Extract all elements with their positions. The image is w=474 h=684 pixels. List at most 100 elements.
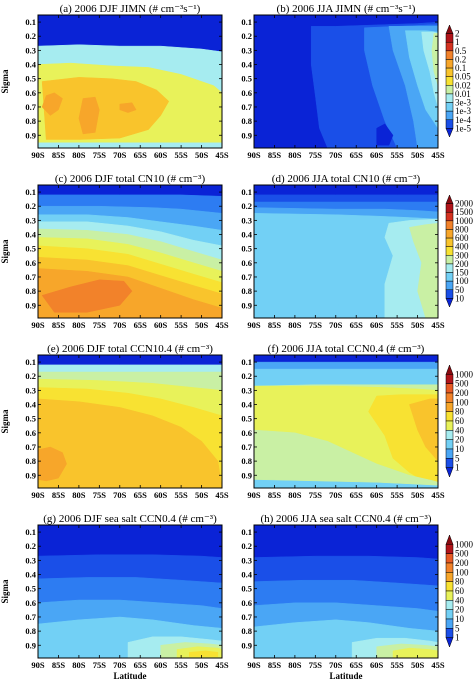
y-tick-label: 0.6 bbox=[25, 88, 36, 98]
y-tick-label: 0.2 bbox=[25, 541, 36, 551]
panel-title: (b) 2006 JJA JIMN (# cm⁻³s⁻¹) bbox=[277, 3, 416, 15]
colorbar-swatch bbox=[445, 439, 454, 450]
x-tick-label: 55S bbox=[174, 320, 188, 330]
y-axis-label: Sigma bbox=[0, 579, 10, 604]
colorbar-label: 1 bbox=[455, 463, 460, 473]
y-tick-label: 0.9 bbox=[25, 640, 36, 650]
colorbar-label: 10 bbox=[455, 444, 465, 454]
colorbar-swatch bbox=[445, 211, 454, 222]
x-tick-label: 80S bbox=[288, 660, 302, 670]
x-tick-label: 55S bbox=[390, 660, 404, 670]
x-tick-label: 60S bbox=[154, 660, 168, 670]
x-tick-label: 45S bbox=[215, 660, 229, 670]
y-tick-label: 0.6 bbox=[25, 258, 36, 268]
contour-fills bbox=[254, 194, 438, 318]
y-tick-label: 0.1 bbox=[241, 357, 252, 367]
x-tick-label: 55S bbox=[390, 320, 404, 330]
plot-frame bbox=[37, 14, 223, 149]
colorbar-label: 5 bbox=[455, 623, 460, 633]
colorbar-label: 40 bbox=[455, 595, 465, 605]
x-tick-label: 90S bbox=[31, 320, 45, 330]
colorbar-bottom-arrow bbox=[445, 128, 454, 138]
x-tick-label: 70S bbox=[113, 320, 127, 330]
x-tick-label: 70S bbox=[329, 660, 343, 670]
colorbar-label: 400 bbox=[455, 242, 469, 252]
colorbar-swatch bbox=[445, 609, 454, 620]
colorbar-label: 1e-4 bbox=[455, 115, 471, 125]
y-tick-label: 0.2 bbox=[25, 31, 36, 41]
y-tick-label: 0.1 bbox=[25, 527, 36, 537]
panel-title: (d) 2006 JJA total CN10 (# cm⁻³) bbox=[272, 173, 421, 185]
contour-band-5 bbox=[38, 446, 67, 482]
colorbar-swatch bbox=[445, 33, 454, 43]
colorbar-top-arrow bbox=[445, 24, 454, 34]
plot-frame bbox=[253, 524, 439, 659]
x-tick-label: 70S bbox=[113, 150, 127, 160]
plot-frame bbox=[37, 354, 223, 489]
colorbar-label: 20 bbox=[455, 435, 465, 445]
x-tick-label: 45S bbox=[215, 320, 229, 330]
y-tick-label: 0.8 bbox=[241, 286, 252, 296]
x-tick-label: 50S bbox=[411, 150, 425, 160]
x-tick-label: 85S bbox=[52, 660, 66, 670]
x-tick-label: 90S bbox=[247, 660, 261, 670]
x-tick-label: 90S bbox=[247, 320, 261, 330]
plot-frame bbox=[37, 524, 223, 659]
y-tick-label: 0.6 bbox=[25, 428, 36, 438]
colorbar-label: 2 bbox=[455, 29, 460, 39]
colorbar-label: 800 bbox=[455, 224, 469, 234]
y-tick-label: 0.1 bbox=[241, 187, 252, 197]
panel-c: 0.1 0.2 0.3 0.4 0.5 0.6 0.7 0.8 0.9 90S 85S 80S 75S 7… bbox=[0, 173, 229, 330]
x-tick-label: 50S bbox=[195, 150, 209, 160]
y-tick-label: 0.4 bbox=[241, 400, 252, 410]
colorbar-swatch bbox=[445, 572, 454, 582]
colorbar-label: 10 bbox=[455, 614, 465, 624]
x-tick-label: 65S bbox=[350, 320, 364, 330]
panel-b: 0.1 0.2 0.3 0.4 0.5 0.6 0.7 0.8 0.9 90S 85S 80S 75S 7… bbox=[241, 3, 445, 160]
panel-f: 0.1 0.2 0.3 0.4 0.5 0.6 0.7 0.8 0.9 90S 85S 80S 75S 7… bbox=[241, 343, 445, 500]
colorbar-label: 100 bbox=[455, 397, 469, 407]
colorbar-swatch bbox=[445, 430, 454, 440]
x-tick-label: 65S bbox=[134, 660, 148, 670]
colorbar-bottom-arrow bbox=[445, 637, 454, 648]
x-tick-label: 60S bbox=[154, 490, 168, 500]
x-axis-label: Latitude bbox=[329, 671, 362, 681]
y-tick-label: 0.4 bbox=[25, 570, 36, 580]
colorbar-swatch bbox=[445, 263, 454, 273]
y-tick-label: 0.3 bbox=[25, 45, 36, 55]
x-tick-label: 75S bbox=[93, 320, 107, 330]
y-tick-label: 0.5 bbox=[241, 244, 252, 254]
contour-fills bbox=[38, 364, 222, 488]
colorbar-label: 0.5 bbox=[455, 46, 467, 56]
x-tick-label: 50S bbox=[411, 490, 425, 500]
colorbar-swatch bbox=[445, 246, 454, 256]
colorbar-label: 10 bbox=[455, 293, 465, 303]
y-tick-label: 0.9 bbox=[25, 470, 36, 480]
panel-title: (f) 2006 JJA total CCN0.4 (# cm⁻³) bbox=[268, 343, 425, 355]
colorbar-swatch bbox=[445, 110, 454, 121]
colorbar-label: 60 bbox=[455, 586, 465, 596]
colorbar-label: 3e-3 bbox=[455, 98, 471, 108]
y-tick-label: 0.7 bbox=[25, 272, 36, 282]
panel-title: (h) 2006 JJA sea salt CCN0.4 (# cm⁻³) bbox=[260, 513, 431, 525]
colorbar-swatch bbox=[445, 562, 454, 573]
colorbar-swatch bbox=[445, 93, 454, 103]
colorbar-swatch bbox=[445, 402, 454, 412]
x-tick-label: 45S bbox=[215, 150, 229, 160]
colorbar-label: 200 bbox=[455, 388, 469, 398]
x-tick-label: 75S bbox=[93, 150, 107, 160]
colorbar-label: 100 bbox=[455, 276, 469, 286]
y-tick-label: 0.7 bbox=[241, 612, 252, 622]
colorbar-swatch bbox=[445, 600, 454, 610]
x-tick-label: 55S bbox=[390, 490, 404, 500]
y-tick-label: 0.2 bbox=[25, 371, 36, 381]
y-tick-label: 0.1 bbox=[241, 527, 252, 537]
x-tick-label: 50S bbox=[195, 490, 209, 500]
y-tick-label: 0.3 bbox=[25, 215, 36, 225]
colorbar-swatch bbox=[445, 50, 454, 60]
y-tick-label: 0.5 bbox=[25, 414, 36, 424]
panel-h: 0.1 0.2 0.3 0.4 0.5 0.6 0.7 0.8 0.9 90S 85S 80S 75S 7… bbox=[241, 513, 445, 681]
contour-fills bbox=[310, 21, 438, 148]
y-tick-label: 0.4 bbox=[25, 400, 36, 410]
colorbar-swatch bbox=[445, 618, 454, 629]
